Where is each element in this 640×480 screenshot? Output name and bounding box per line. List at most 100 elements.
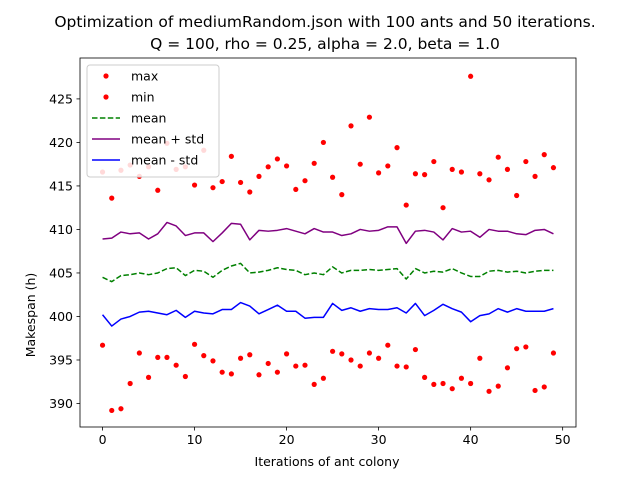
y-tick-label-425: 425 — [49, 91, 73, 106]
point-max-49 — [550, 165, 557, 171]
point-max-15 — [237, 179, 244, 186]
x-axis-label: Iterations of ant colony — [255, 454, 401, 469]
point-max-38 — [449, 166, 455, 172]
point-min-38 — [449, 386, 455, 392]
point-min-42 — [486, 388, 492, 394]
point-min-14 — [228, 371, 234, 377]
point-max-22 — [302, 178, 308, 184]
y-axis-label: Makespan (h) — [23, 273, 38, 358]
point-min-26 — [339, 351, 345, 357]
x-tick-label-20: 20 — [279, 432, 295, 447]
point-max-39 — [458, 169, 465, 175]
x-tick-label-10: 10 — [187, 432, 203, 447]
axes-frame — [79, 57, 577, 428]
point-min-37 — [440, 380, 446, 387]
point-max-1 — [109, 195, 115, 201]
point-min-46 — [523, 344, 529, 350]
x-tick-label-50: 50 — [555, 432, 571, 447]
point-min-39 — [458, 375, 465, 381]
point-max-21 — [293, 186, 299, 193]
point-min-9 — [182, 373, 188, 380]
point-min-36 — [431, 381, 437, 387]
axes: 0 10 20 30 40 50 390 395 400 405 410 415 420 425 — [49, 57, 577, 447]
point-min-21 — [293, 363, 299, 369]
point-min-27 — [348, 357, 354, 363]
point-max-18 — [265, 164, 271, 170]
point-max-12 — [210, 185, 216, 191]
point-min-24 — [320, 375, 326, 381]
legend: max min mean mean + std mean - std — [86, 64, 220, 178]
point-min-32 — [394, 363, 400, 369]
line-mean — [102, 262, 554, 283]
line-mean-std — [102, 221, 554, 245]
point-max-19 — [274, 156, 280, 162]
point-min-6 — [155, 354, 161, 360]
point-min-29 — [366, 350, 373, 356]
point-max-45 — [514, 192, 520, 199]
point-min-33 — [403, 364, 409, 370]
y-tick-label-410: 410 — [49, 222, 73, 237]
point-min-30 — [376, 355, 382, 361]
point-min-0 — [99, 342, 106, 348]
point-max-25 — [330, 174, 336, 180]
point-max-24 — [320, 139, 326, 146]
chart-title-line-1: Optimization of mediumRandom.json with 1… — [54, 13, 595, 31]
point-max-33 — [403, 202, 409, 208]
point-min-49 — [550, 350, 557, 356]
point-max-6 — [155, 187, 161, 193]
point-min-15 — [237, 355, 244, 361]
point-max-26 — [339, 192, 345, 198]
point-min-1 — [109, 407, 115, 414]
point-min-3 — [127, 380, 133, 387]
point-min-22 — [302, 362, 308, 368]
point-max-42 — [486, 177, 492, 183]
legend-marker-min — [103, 94, 109, 100]
legend-marker-max — [103, 73, 109, 79]
legend-label-mean: mean — [131, 111, 166, 126]
point-min-47 — [532, 387, 538, 394]
point-max-48 — [541, 152, 547, 158]
point-max-37 — [440, 205, 446, 211]
point-min-5 — [145, 374, 152, 380]
point-max-34 — [412, 171, 419, 177]
point-max-23 — [311, 160, 317, 166]
point-min-4 — [136, 350, 142, 356]
point-min-25 — [330, 348, 336, 354]
point-min-8 — [173, 362, 179, 368]
point-min-41 — [477, 355, 483, 361]
point-max-28 — [357, 161, 363, 167]
legend-label-mean-std: mean - std — [131, 153, 198, 168]
legend-label-min: min — [131, 90, 155, 105]
point-min-28 — [357, 363, 363, 369]
point-max-14 — [228, 153, 234, 159]
point-min-45 — [514, 346, 520, 352]
point-max-46 — [523, 158, 529, 165]
point-max-13 — [219, 178, 225, 185]
y-tick-label-415: 415 — [49, 178, 73, 193]
legend-box — [86, 64, 220, 178]
point-min-17 — [256, 372, 262, 378]
point-min-10 — [191, 341, 198, 347]
point-max-47 — [532, 173, 538, 179]
point-max-32 — [394, 145, 400, 151]
point-min-43 — [495, 383, 501, 389]
y-tick-label-400: 400 — [49, 309, 73, 324]
point-min-18 — [265, 360, 271, 367]
point-max-41 — [477, 171, 483, 177]
point-min-40 — [468, 380, 474, 387]
point-max-30 — [376, 170, 382, 176]
y-tick-label-405: 405 — [49, 265, 73, 280]
point-max-17 — [256, 173, 262, 179]
point-max-10 — [191, 182, 198, 188]
x-tick-label-40: 40 — [463, 432, 479, 447]
point-max-35 — [422, 172, 428, 178]
point-max-29 — [366, 114, 373, 120]
point-min-13 — [219, 369, 225, 375]
y-tick-label-420: 420 — [49, 135, 73, 150]
point-max-27 — [348, 123, 354, 129]
point-min-35 — [422, 374, 428, 380]
y-tick-label-395: 395 — [49, 352, 73, 367]
x-tick-label-30: 30 — [371, 432, 387, 447]
point-max-36 — [431, 158, 437, 165]
